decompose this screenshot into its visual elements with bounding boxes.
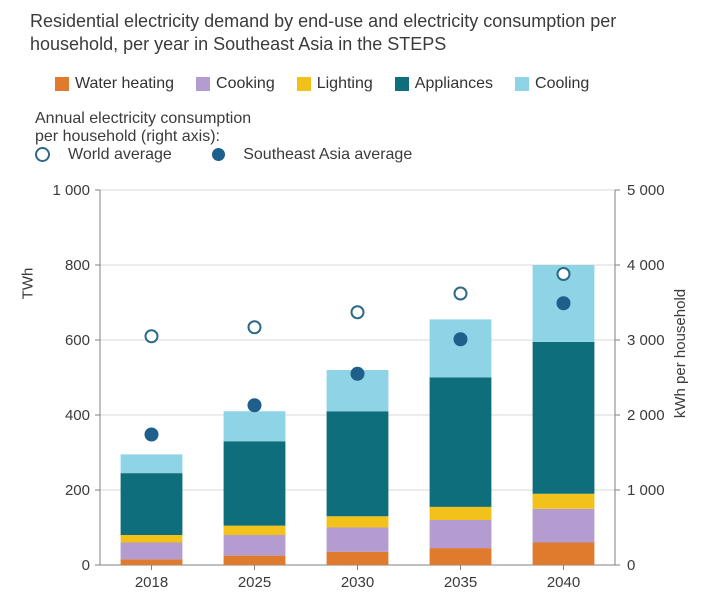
- bar-cooling: [121, 454, 183, 473]
- bar-appliances: [533, 342, 595, 494]
- bar-cooking: [121, 543, 183, 560]
- swatch-cooling: [515, 77, 529, 91]
- marker-sea: [352, 368, 364, 380]
- bar-lighting: [327, 516, 389, 527]
- marker-world: [352, 306, 364, 318]
- bar-cooking: [224, 535, 286, 556]
- svg-text:5 000: 5 000: [627, 182, 665, 199]
- marker-world: [558, 268, 570, 280]
- bar-water_heating: [533, 543, 595, 566]
- marker-sea: [249, 399, 261, 411]
- bar-appliances: [327, 411, 389, 516]
- marker-sea: [558, 297, 570, 309]
- svg-text:800: 800: [65, 257, 90, 274]
- marker-sea: [146, 429, 158, 441]
- legend-marker-world: World average: [35, 146, 190, 163]
- chart-svg: 0 200 400 600 800 1 000 0 1 000 2 000 3 000 4 000 5…: [30, 180, 695, 600]
- legend-item-cooking: Cooking: [196, 75, 275, 93]
- svg-text:0: 0: [627, 557, 635, 574]
- bar-water_heating: [430, 548, 492, 565]
- bar-cooling: [430, 319, 492, 377]
- chart-title: Residential electricity demand by end-us…: [30, 10, 670, 57]
- open-circle-icon: [35, 147, 50, 162]
- bar-lighting: [224, 526, 286, 535]
- legend-series: Water heating Cooking Lighting Appliance…: [55, 75, 589, 93]
- bar-water_heating: [327, 552, 389, 565]
- legend-markers-label: Annual electricity consumption per house…: [35, 110, 315, 146]
- bar-water_heating: [121, 559, 183, 565]
- svg-text:2018: 2018: [135, 574, 168, 591]
- legend-marker-sea: Southeast Asia average: [212, 146, 430, 163]
- legend-item-water-heating: Water heating: [55, 75, 174, 93]
- bar-lighting: [533, 494, 595, 509]
- chart-area: TWh kWh per household 02004006008001 000…: [30, 180, 695, 600]
- bar-appliances: [430, 378, 492, 507]
- swatch-cooking: [196, 77, 210, 91]
- y-axis-left-label: TWh: [19, 268, 36, 300]
- marker-world: [249, 321, 261, 333]
- filled-circle-icon: [212, 148, 225, 161]
- svg-text:2035: 2035: [444, 574, 477, 591]
- bar-lighting: [121, 535, 183, 543]
- y-axis-right-label: kWh per household: [672, 289, 689, 418]
- chart-figure: { "title": "Residential electricity dema…: [0, 0, 723, 614]
- svg-text:400: 400: [65, 407, 90, 424]
- svg-text:3 000: 3 000: [627, 332, 665, 349]
- legend-markers: Annual electricity consumption per house…: [35, 110, 685, 164]
- svg-text:200: 200: [65, 482, 90, 499]
- bar-lighting: [430, 507, 492, 520]
- marker-world: [455, 288, 467, 300]
- svg-text:4 000: 4 000: [627, 257, 665, 274]
- svg-text:2040: 2040: [547, 574, 580, 591]
- marker-world: [146, 330, 158, 342]
- swatch-lighting: [297, 77, 311, 91]
- svg-text:1 000: 1 000: [627, 482, 665, 499]
- bar-cooking: [533, 509, 595, 543]
- bar-cooking: [430, 520, 492, 548]
- bar-cooking: [327, 528, 389, 552]
- legend-item-cooling: Cooling: [515, 75, 589, 93]
- bar-cooling: [224, 411, 286, 441]
- legend-item-appliances: Appliances: [395, 75, 493, 93]
- bar-appliances: [121, 473, 183, 535]
- swatch-water-heating: [55, 77, 69, 91]
- bar-appliances: [224, 441, 286, 525]
- svg-text:2030: 2030: [341, 574, 374, 591]
- svg-text:0: 0: [82, 557, 90, 574]
- legend-item-lighting: Lighting: [297, 75, 373, 93]
- svg-text:1 000: 1 000: [52, 182, 90, 199]
- bar-water_heating: [224, 556, 286, 565]
- swatch-appliances: [395, 77, 409, 91]
- marker-sea: [455, 333, 467, 345]
- svg-text:600: 600: [65, 332, 90, 349]
- svg-text:2025: 2025: [238, 574, 271, 591]
- svg-text:2 000: 2 000: [627, 407, 665, 424]
